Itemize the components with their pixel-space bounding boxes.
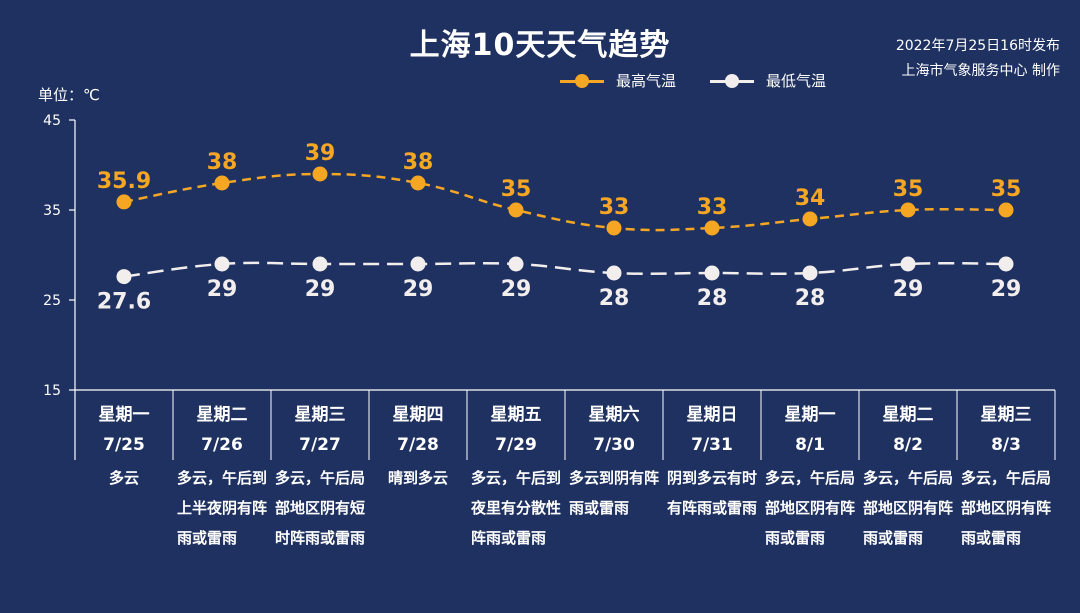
day-header: 星期二 7/26 bbox=[173, 400, 271, 460]
data-label-high: 33 bbox=[697, 195, 728, 220]
day-date: 7/31 bbox=[691, 435, 733, 455]
day-weather-description: 多云，午后到上半夜阴有阵雨或雷雨 bbox=[177, 469, 268, 547]
data-label-low: 29 bbox=[305, 277, 336, 302]
day-weekday: 星期四 bbox=[392, 405, 444, 425]
day-weekday: 星期一 bbox=[784, 405, 836, 425]
unit-label: 单位：℃ bbox=[38, 86, 100, 104]
data-point-low bbox=[312, 256, 328, 272]
series-line-low bbox=[123, 261, 1007, 278]
legend-dot-low-icon bbox=[725, 74, 739, 88]
y-tick-label: 25 bbox=[43, 293, 61, 309]
data-point-high bbox=[606, 220, 622, 236]
data-label-high: 35 bbox=[893, 177, 924, 202]
day-weather-description: 多云到阴有阵雨或雷雨 bbox=[569, 469, 660, 517]
publisher: 上海市气象服务中心 制作 bbox=[901, 63, 1060, 79]
data-label-low: 28 bbox=[599, 286, 630, 311]
day-weather-description: 多云，午后局部地区阴有阵雨或雷雨 bbox=[765, 469, 856, 547]
day-date: 7/25 bbox=[103, 435, 145, 455]
data-label-high: 33 bbox=[599, 195, 630, 220]
data-label-low: 29 bbox=[403, 277, 434, 302]
data-point-low bbox=[116, 269, 132, 285]
day-weather-description: 多云，午后到夜里有分散性阵雨或雷雨 bbox=[471, 469, 562, 547]
data-label-high: 35 bbox=[991, 177, 1022, 202]
data-point-high bbox=[704, 220, 720, 236]
series-line-high bbox=[123, 172, 1007, 232]
day-date: 7/30 bbox=[593, 435, 635, 455]
data-point-high bbox=[312, 166, 328, 182]
legend-dot-high-icon bbox=[575, 74, 589, 88]
data-point-low bbox=[410, 256, 426, 272]
day-weather-description: 晴到多云 bbox=[387, 469, 448, 487]
data-label-low: 29 bbox=[501, 277, 532, 302]
day-date: 7/28 bbox=[397, 435, 439, 455]
day-weekday: 星期三 bbox=[294, 405, 346, 425]
data-label-high: 35.9 bbox=[97, 169, 151, 194]
day-weekday: 星期五 bbox=[490, 405, 542, 425]
data-label-high: 39 bbox=[305, 141, 336, 166]
day-date: 8/1 bbox=[795, 435, 825, 455]
day-weekday: 星期六 bbox=[588, 405, 640, 425]
day-header: 星期六 7/30 bbox=[565, 400, 663, 460]
day-weather-description: 阴到多云有时有阵雨或雷雨 bbox=[667, 469, 758, 517]
day-date: 8/2 bbox=[893, 435, 923, 455]
data-label-low: 28 bbox=[697, 286, 728, 311]
day-weekday: 星期三 bbox=[980, 405, 1032, 425]
y-tick-label: 45 bbox=[43, 113, 61, 129]
y-tick-label: 15 bbox=[43, 383, 61, 399]
publish-time: 2022年7月25日16时发布 bbox=[895, 38, 1060, 54]
data-point-low bbox=[508, 256, 524, 272]
data-point-high bbox=[410, 175, 426, 191]
data-label-high: 35 bbox=[501, 177, 532, 202]
legend-label-low: 最低气温 bbox=[766, 72, 827, 90]
data-label-high: 38 bbox=[207, 150, 238, 175]
data-point-low bbox=[802, 265, 818, 281]
day-date: 7/27 bbox=[299, 435, 341, 455]
data-point-low bbox=[606, 265, 622, 281]
day-date: 7/26 bbox=[201, 435, 243, 455]
data-point-high bbox=[802, 211, 818, 227]
day-weekday: 星期二 bbox=[882, 405, 934, 425]
data-point-low bbox=[900, 256, 916, 272]
data-label-low: 28 bbox=[795, 286, 826, 311]
day-header: 星期二 8/2 bbox=[859, 400, 957, 460]
data-point-low bbox=[214, 256, 230, 272]
day-header: 星期五 7/29 bbox=[467, 400, 565, 460]
day-header: 星期三 8/3 bbox=[957, 400, 1055, 460]
data-point-high bbox=[214, 175, 230, 191]
day-header: 星期日 7/31 bbox=[663, 400, 761, 460]
data-label-low: 29 bbox=[207, 277, 238, 302]
day-weather-description: 多云，午后局部地区阴有阵雨或雷雨 bbox=[961, 469, 1052, 547]
day-weather-description: 多云 bbox=[108, 469, 139, 487]
data-point-high bbox=[900, 202, 916, 218]
day-weekday: 星期一 bbox=[98, 405, 150, 425]
y-tick-label: 35 bbox=[43, 203, 61, 219]
day-date: 7/29 bbox=[495, 435, 537, 455]
day-weather-description: 多云，午后局部地区阴有短时阵雨或雷雨 bbox=[275, 469, 366, 547]
day-header: 星期三 7/27 bbox=[271, 400, 369, 460]
chart-title: 上海10天天气趋势 bbox=[409, 28, 671, 63]
data-label-low: 29 bbox=[991, 277, 1022, 302]
data-label-low: 29 bbox=[893, 277, 924, 302]
day-weekday: 星期日 bbox=[686, 405, 738, 425]
data-point-high bbox=[508, 202, 524, 218]
data-point-high bbox=[998, 202, 1014, 218]
data-point-low bbox=[704, 265, 720, 281]
day-header: 星期一 8/1 bbox=[761, 400, 859, 460]
day-weekday: 星期二 bbox=[196, 405, 248, 425]
data-point-low bbox=[998, 256, 1014, 272]
day-date: 8/3 bbox=[991, 435, 1021, 455]
legend-label-high: 最高气温 bbox=[616, 72, 677, 90]
day-header: 星期一 7/25 bbox=[75, 400, 173, 460]
data-label-low: 27.6 bbox=[97, 290, 151, 315]
data-label-high: 38 bbox=[403, 150, 434, 175]
day-header: 星期四 7/28 bbox=[369, 400, 467, 460]
day-weather-description: 多云，午后局部地区阴有阵雨或雷雨 bbox=[863, 469, 954, 547]
data-point-high bbox=[116, 194, 132, 210]
publish-info: 2022年7月25日16时发布 上海市气象服务中心 制作 bbox=[896, 34, 1060, 84]
data-label-high: 34 bbox=[795, 186, 826, 211]
